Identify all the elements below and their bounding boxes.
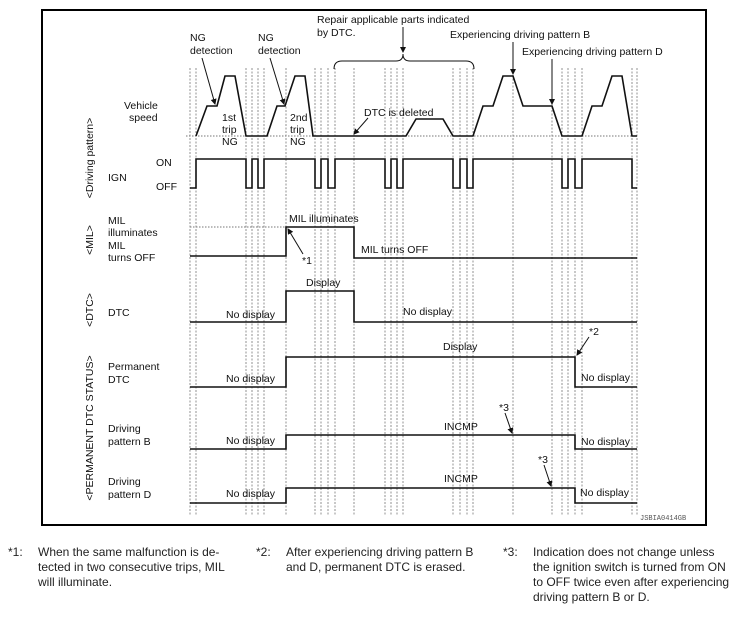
footnote-line: will illuminate. [38, 575, 113, 589]
star2-arrow [576, 336, 590, 356]
star1-arrow [287, 228, 304, 255]
trip2-label: 2nd [290, 112, 308, 124]
mil-turns-off-label: MIL turns OFF [361, 244, 428, 256]
waveforms [186, 75, 637, 504]
dtc-wave [190, 290, 637, 323]
diagram-frame [41, 9, 707, 526]
star3-label: *3 [499, 402, 509, 414]
footnote-line: tected in two consecutive trips, MIL [38, 560, 225, 574]
trip1-label: 1st [222, 112, 236, 124]
label-ign: IGN [108, 172, 127, 184]
star3-label: *3 [538, 454, 548, 466]
dtc-no-display: No display [226, 309, 276, 321]
ng-detection-arrow [269, 57, 286, 105]
dtc-no-display: No display [403, 306, 453, 318]
permanent-dtc-wave [190, 356, 637, 388]
star3-arrow [543, 464, 553, 487]
d-no-display: No display [580, 487, 630, 499]
section-permanent-dtc-status: <PERMANENT DTC STATUS> [84, 355, 96, 500]
d-no-display: No display [226, 488, 276, 500]
time-gridlines [189, 68, 638, 516]
section-dtc: <DTC> [84, 293, 96, 327]
label-dtc: DTC [108, 307, 130, 319]
label-vehicle-speed: speed [129, 112, 158, 124]
b-no-display: No display [226, 435, 276, 447]
footnote-line: and D, permanent DTC is erased. [286, 560, 466, 574]
ign-wave [190, 158, 637, 189]
label-pattern-d: Driving [108, 476, 141, 488]
ng-detection-label: detection [190, 45, 233, 57]
dtc-display: Display [306, 277, 341, 289]
footnote-line: When the same malfunction is de- [38, 545, 220, 559]
label-vehicle-speed: Vehicle [124, 100, 158, 112]
b-no-display: No display [581, 436, 631, 448]
trip1-label: NG [222, 136, 238, 148]
repair-brace [333, 53, 475, 70]
mil-wave [190, 226, 637, 259]
trip2-label: NG [290, 136, 306, 148]
trip2-label: trip [290, 124, 305, 136]
label-pattern-d: pattern D [108, 489, 152, 501]
mil-illuminates-label: MIL illuminates [289, 213, 359, 225]
dtc-deleted-arrow [353, 117, 369, 135]
footnote-line: driving pattern B or D. [533, 590, 650, 604]
footnote-line: to OFF twice even after experiencing [533, 575, 730, 589]
label-pattern-b: pattern B [108, 436, 151, 448]
pattern-b-wave [190, 434, 637, 450]
label-pattern-b: Driving [108, 423, 141, 435]
repair-label: Repair applicable parts indicated [317, 14, 470, 26]
footnote-line: Indication does not change unless [533, 545, 715, 559]
vehicle-speed-wave [195, 75, 637, 137]
trip1-label: trip [222, 124, 237, 136]
label-ign-on: ON [156, 157, 172, 169]
pattern-b-label: Experiencing driving pattern B [450, 29, 590, 41]
label-mil: MIL [108, 240, 126, 252]
footnote-key: *1: [8, 545, 23, 559]
label-mil: turns OFF [108, 252, 155, 264]
perm-no-display: No display [226, 373, 276, 385]
label-mil: illuminates [108, 227, 158, 239]
section-driving-pattern: <Driving pattern> [84, 118, 96, 199]
d-incmp: INCMP [444, 473, 478, 485]
label-permanent-dtc: DTC [108, 374, 130, 386]
section-mil: <MIL> [84, 225, 96, 255]
ng-detection-label: detection [258, 45, 301, 57]
b-incmp: INCMP [444, 421, 478, 433]
perm-display: Display [443, 341, 478, 353]
label-ign-off: OFF [156, 181, 177, 193]
footnote-key: *3: [503, 545, 518, 559]
star1-label: *1 [302, 255, 312, 267]
figure-id: JSBIA0414GB [640, 515, 686, 523]
star2-label: *2 [589, 326, 599, 338]
label-permanent-dtc: Permanent [108, 361, 159, 373]
pattern-d-wave [190, 487, 637, 504]
pattern-d-label: Experiencing driving pattern D [522, 46, 663, 58]
ng-detection-label: NG [258, 32, 274, 44]
ng-detection-label: NG [190, 32, 206, 44]
footnote-key: *2: [256, 545, 271, 559]
footnote-line: After experiencing driving pattern B [286, 545, 474, 559]
dtc-deleted-label: DTC is deleted [364, 107, 434, 119]
ng-detection-arrow [201, 57, 217, 105]
label-mil: MIL [108, 215, 126, 227]
footnote-line: the ignition switch is turned from ON [533, 560, 726, 574]
repair-label: by DTC. [317, 27, 356, 39]
star3-arrow [504, 412, 514, 434]
perm-no-display: No display [581, 372, 631, 384]
